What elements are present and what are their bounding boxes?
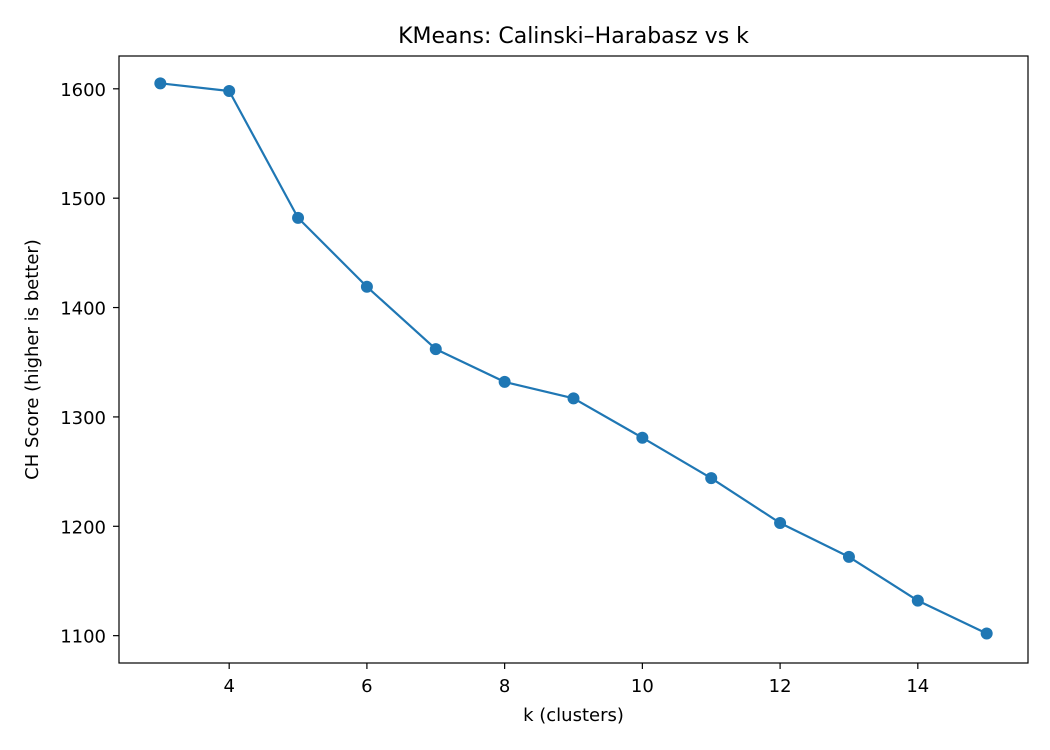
data-point	[498, 375, 511, 388]
x-axis-label: k (clusters)	[523, 705, 624, 726]
data-point	[567, 392, 580, 405]
chart-title: KMeans: Calinski–Harabasz vs k	[398, 24, 749, 49]
plot-area-frame	[118, 55, 1029, 664]
x-tick-label: 10	[631, 676, 654, 697]
x-tick-label: 14	[906, 676, 929, 697]
data-point	[292, 211, 305, 224]
data-point	[911, 594, 924, 607]
data-point	[774, 517, 787, 530]
x-tick-label: 6	[361, 676, 372, 697]
y-tick-label: 1400	[60, 299, 106, 320]
x-tick-label: 8	[499, 676, 510, 697]
data-point	[980, 627, 993, 640]
data-point	[154, 77, 167, 90]
y-tick-label: 1200	[60, 517, 106, 538]
x-tick-label: 12	[769, 676, 792, 697]
data-points-group	[154, 77, 993, 640]
y-axis-label: CH Score (higher is better)	[22, 239, 43, 480]
x-tick-label: 4	[223, 676, 234, 697]
x-axis-ticks: 4 6 8 10 12 14	[223, 663, 929, 697]
y-tick-label: 1100	[60, 627, 106, 648]
data-point	[360, 280, 373, 293]
data-point	[429, 343, 442, 356]
data-point	[636, 431, 649, 444]
data-point	[223, 84, 236, 97]
y-tick-label: 1600	[60, 80, 106, 101]
data-point	[705, 472, 718, 485]
y-tick-label: 1300	[60, 408, 106, 429]
data-point	[842, 550, 855, 563]
y-tick-label: 1500	[60, 189, 106, 210]
y-axis-ticks: 1100 1200 1300 1400 1500 1600	[60, 80, 119, 648]
